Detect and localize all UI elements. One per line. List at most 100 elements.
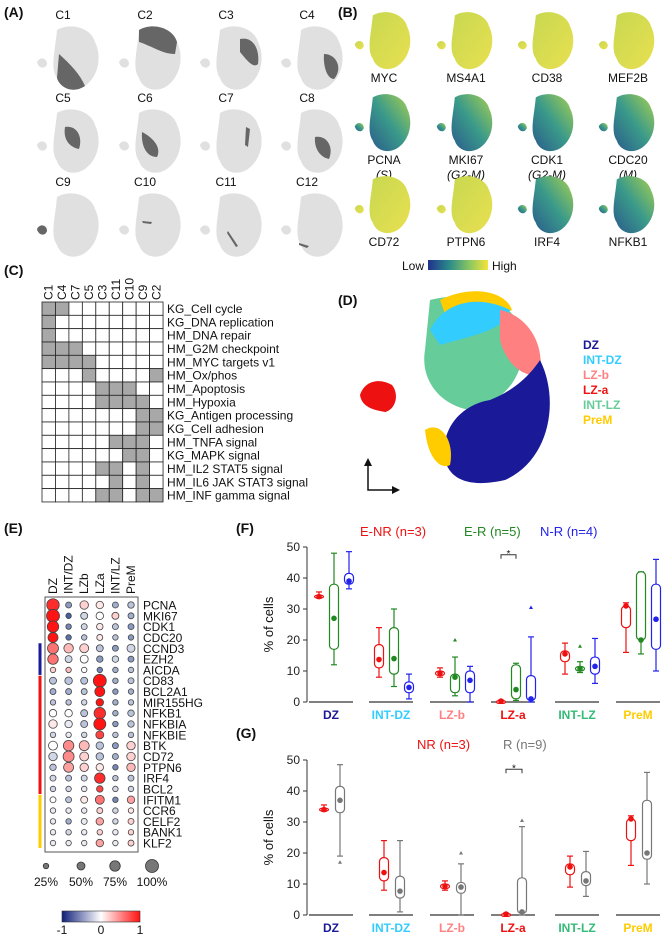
median-dot — [567, 864, 573, 870]
dotplot-dot — [112, 688, 119, 695]
significance-bracket — [500, 554, 517, 559]
box — [510, 664, 522, 700]
dotplot-dot — [92, 673, 107, 688]
heatmap-cell — [41, 301, 56, 316]
color-legend-label: 1 — [137, 923, 144, 936]
box — [378, 857, 390, 882]
dotplot-dot — [95, 600, 104, 610]
y-tick-label: 10 — [287, 664, 301, 678]
cluster-label: C6 — [137, 91, 153, 105]
cluster-highlight — [323, 54, 339, 79]
gene-label: MKI67 — [143, 609, 178, 623]
heatmap-cell — [41, 368, 56, 383]
heatmap-cell — [122, 341, 137, 356]
dotplot-column-label: INT/DZ — [62, 555, 76, 594]
dotplot-dot — [79, 762, 89, 772]
median-dot — [337, 797, 343, 804]
pathway-label: HM_Hypoxia — [167, 395, 236, 409]
dotplot-dot — [65, 829, 72, 836]
dotplot-dot — [112, 774, 119, 782]
gene-label: CD83 — [143, 674, 174, 688]
dotplot-dot — [65, 731, 72, 738]
heatmap-cell — [135, 488, 150, 503]
dotplot-dot — [112, 601, 119, 609]
dotplot-dot — [65, 623, 72, 630]
significance-bracket — [505, 768, 523, 774]
gene-label: CD38 — [532, 71, 563, 85]
dotplot-dot — [112, 753, 119, 760]
umap-expression-IRF4 — [517, 176, 574, 234]
dotplot-dot — [112, 785, 119, 793]
umap-expression-CD38 — [517, 12, 574, 70]
dotplot-dot — [127, 666, 135, 674]
dotplot-dot — [48, 719, 58, 729]
heatmap-cell — [81, 474, 97, 490]
cluster-label: C11 — [215, 175, 236, 189]
dotplot-dot — [81, 634, 88, 641]
gene-label: BTK — [143, 739, 166, 753]
dotplot-dot — [112, 644, 119, 652]
panel-label-b: (B) — [338, 4, 358, 20]
heatmap-cell — [108, 394, 124, 410]
dotplot-dot — [62, 750, 75, 763]
pathway-label: HM_TNFA signal — [167, 435, 257, 449]
dotplot-dot — [112, 710, 119, 717]
heatmap-cell — [41, 434, 56, 450]
heatmap-cell — [68, 448, 83, 463]
dotplot-dot — [126, 751, 136, 762]
heatmap-cell — [41, 314, 56, 330]
dotplot-column-label: LZa — [93, 573, 107, 594]
heatmap-cell — [55, 314, 70, 330]
umap-cells — [613, 12, 655, 70]
cluster-highlight — [299, 243, 309, 248]
cluster-label: C8 — [299, 91, 315, 105]
heatmap-cell — [108, 474, 124, 490]
outlier-point — [529, 605, 533, 609]
heatmap-cell — [135, 421, 150, 436]
heatmap-cell — [81, 354, 97, 370]
pathway-label: HM_G2M checkpoint — [167, 342, 280, 356]
gene-label: CDC20 — [143, 631, 183, 645]
dotplot-dot — [48, 709, 58, 718]
pathway-label: KG_Cell cycle — [167, 302, 243, 316]
heatmap-cell — [108, 448, 124, 463]
umap-cells — [216, 109, 262, 173]
axes-arrows — [367, 460, 398, 491]
pathway-label: HM_IL2 STAT5 signal — [167, 462, 283, 476]
umap-mini-C1 — [37, 26, 99, 90]
box — [388, 626, 400, 675]
gene-label: MKI67 — [449, 153, 484, 167]
dotplot-dot — [96, 655, 104, 663]
heatmap-cell — [95, 421, 110, 436]
median-dot — [406, 684, 412, 691]
heatmap-cell — [55, 368, 70, 383]
cluster-highlight — [227, 231, 238, 247]
umap-cells — [451, 94, 493, 152]
umap-cells — [369, 94, 411, 152]
dotplot-dot — [127, 839, 135, 847]
umap-cells — [37, 141, 47, 151]
heatmap-cell — [135, 448, 150, 463]
heatmap-cell — [55, 328, 70, 343]
pathway-label: HM_Apoptosis — [167, 382, 245, 396]
dotplot-dot — [127, 785, 135, 793]
umap-cells — [53, 193, 99, 257]
dotplot-dot — [96, 785, 104, 793]
heatmap-cell — [95, 488, 110, 503]
umap-region-prem-2 — [425, 427, 451, 467]
umap-expression-PTPN6 — [436, 176, 493, 234]
legend-dz: DZ — [583, 338, 599, 352]
median-dot — [331, 615, 337, 622]
median-dot — [562, 651, 568, 657]
heatmap-cell — [95, 328, 110, 343]
heatmap-cell — [95, 314, 110, 330]
cluster-highlight — [240, 38, 259, 66]
heatmap-cell — [149, 488, 164, 503]
gene-label: MYC — [371, 71, 398, 85]
heatmap-cell — [149, 381, 164, 396]
gene-label: MS4A1 — [446, 71, 486, 85]
heatmap-column-label: C1 — [42, 284, 56, 300]
umap-mini-C9 — [37, 193, 99, 257]
box — [373, 644, 385, 669]
median-dot — [442, 883, 448, 889]
